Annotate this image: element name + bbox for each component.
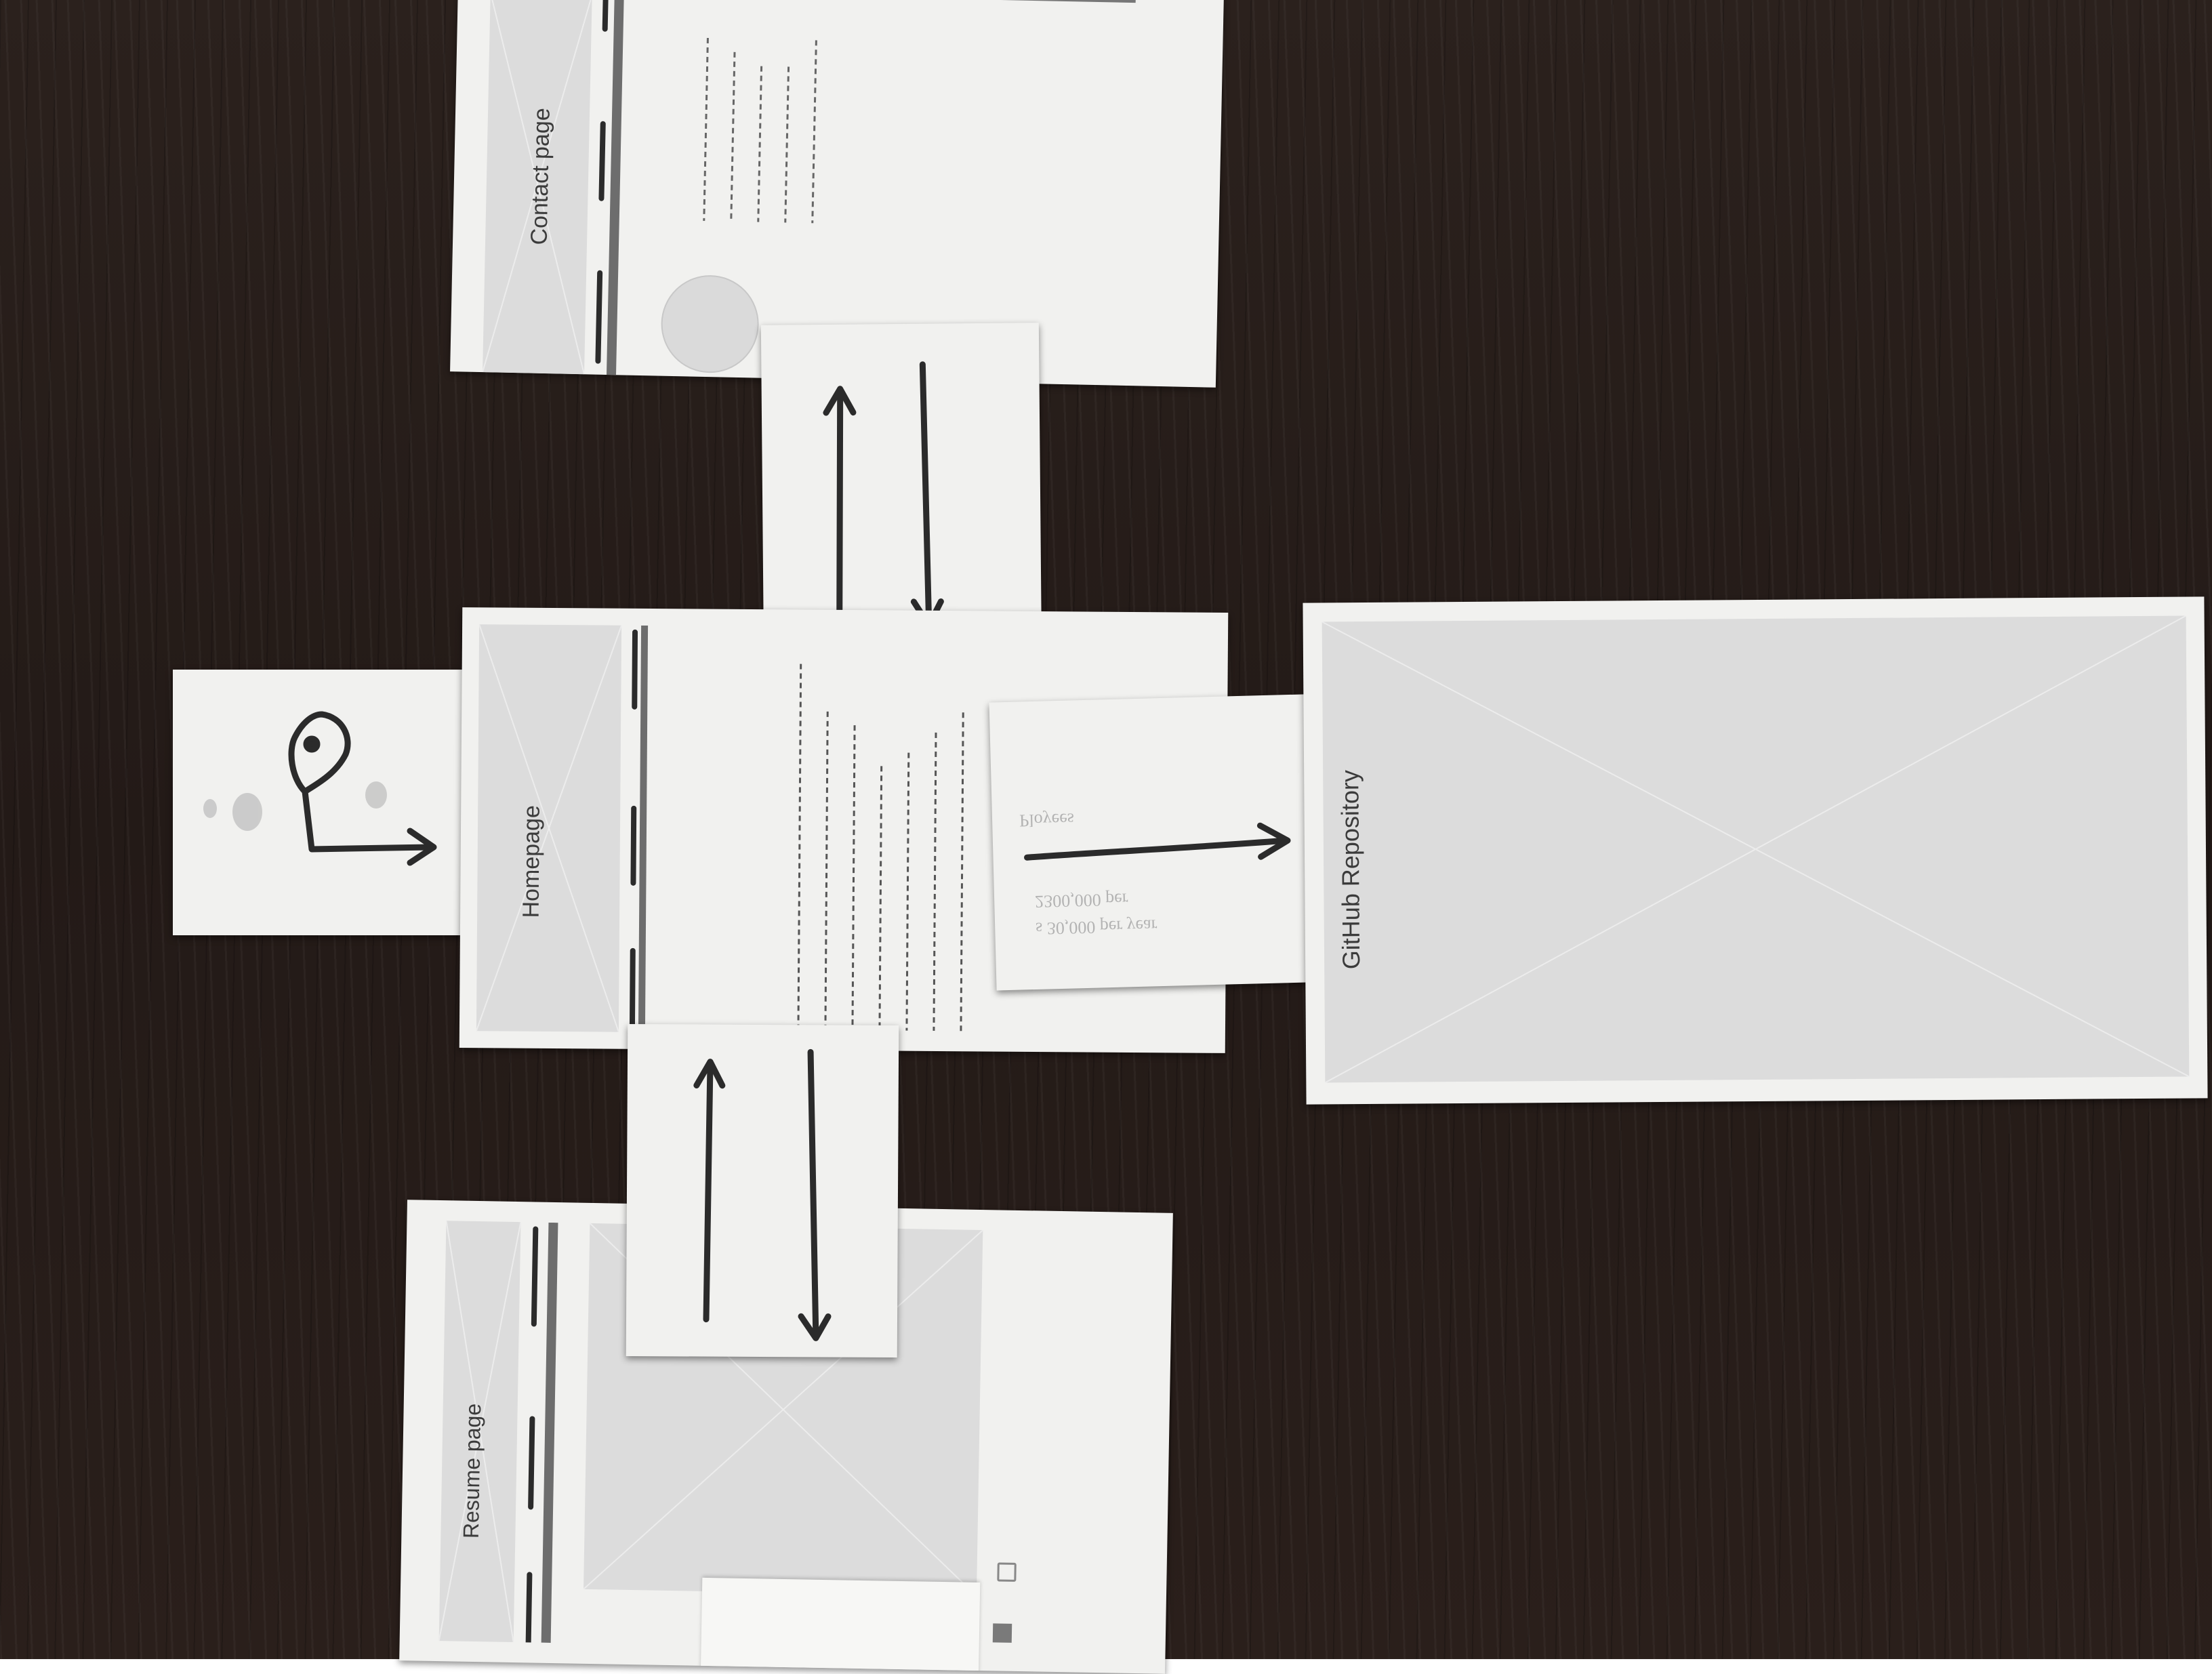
home-github-connector-card: s 30,000 per year 2300,000 per Ployees [989,694,1336,991]
contact-top-line [865,0,1136,3]
github-title: GitHub Repository [1336,768,1366,971]
bidirectional-arrows-icon-2 [626,1024,899,1357]
download-icon [997,1562,1016,1581]
contact-text-lines [690,38,830,244]
resume-nav-bar [522,1222,563,1643]
homepage-image-placeholder: Homepage [476,624,621,1032]
home-resume-connector-card [626,1024,899,1357]
resume-page-title: Resume page [459,1393,487,1549]
contact-page-title: Contact page [526,88,556,265]
homepage-text-lines [792,664,984,1044]
homepage-title: Homepage [518,794,545,929]
contact-avatar-circle [660,274,760,374]
github-placeholder: GitHub Repository [1322,616,2190,1083]
contact-nav-bar [592,0,628,375]
start-node-arrow-icon [173,670,464,935]
resume-side-placeholder: Resume page [439,1221,521,1642]
right-arrow-icon [989,694,1336,991]
github-repository-wireframe: GitHub Repository [1303,596,2207,1104]
contact-image-placeholder: Contact page [483,0,592,374]
resume-bottom-card [701,1578,980,1674]
small-square-icon [993,1623,1012,1642]
start-card [173,670,464,935]
homepage-nav-bar [626,626,649,1032]
